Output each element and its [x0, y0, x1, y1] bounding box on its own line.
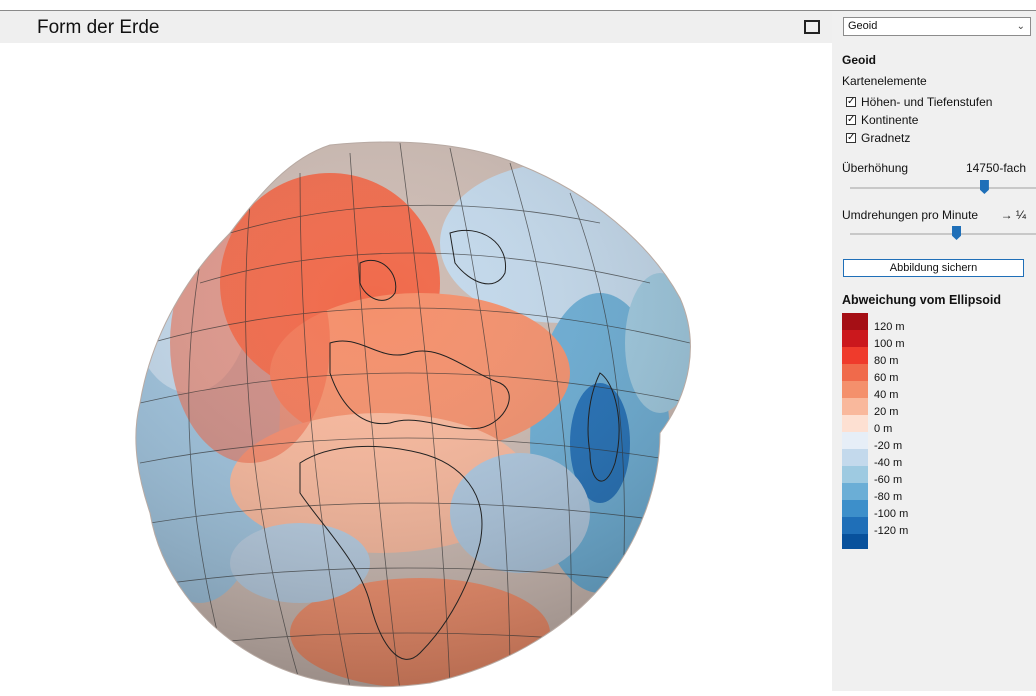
- legend-swatch: [842, 500, 868, 517]
- legend-row: -100 m: [842, 500, 908, 520]
- map-select-value: Geoid: [848, 20, 878, 32]
- legend-label: -60 m: [874, 474, 903, 486]
- exaggeration-value: 14750-fach: [965, 161, 1026, 175]
- legend-label: 60 m: [874, 372, 899, 384]
- legend-label: 100 m: [874, 338, 905, 350]
- legend-label: -120 m: [874, 525, 909, 537]
- legend-row: 100 m: [842, 330, 905, 350]
- control-panel: Geoid ⌄ Geoid Kartenelemente ✓ Höhen- un…: [832, 10, 1036, 691]
- checkbox-label: Gradnetz: [861, 131, 911, 145]
- checkbox-relief[interactable]: ✓ Höhen- und Tiefenstufen: [846, 94, 992, 110]
- legend-label: -80 m: [874, 491, 903, 503]
- legend-swatch: [842, 381, 868, 398]
- legend-swatch: [842, 415, 868, 432]
- title-bar: Form der Erde: [0, 10, 832, 43]
- app-title: Form der Erde: [37, 17, 160, 38]
- legend-row: -40 m: [842, 449, 902, 469]
- exaggeration-slider-handle[interactable]: [979, 180, 989, 194]
- legend-label: -20 m: [874, 440, 903, 452]
- rotation-value: → ¼: [1000, 208, 1026, 222]
- checkbox-continents[interactable]: ✓ Kontinente: [846, 112, 918, 128]
- rotation-label: Umdrehungen pro Minute: [842, 208, 979, 222]
- legend-swatch: [842, 347, 868, 364]
- legend-label: 20 m: [874, 406, 899, 418]
- legend-label: 0 m: [874, 423, 893, 435]
- legend-swatch: [842, 398, 868, 415]
- save-image-button[interactable]: Abbildung sichern: [843, 259, 1024, 277]
- legend-swatch: [842, 517, 868, 534]
- rotation-slider-handle[interactable]: [952, 226, 962, 240]
- legend-row: 120 m: [842, 313, 905, 333]
- exaggeration-label: Überhöhung: [842, 161, 909, 175]
- panel-heading: Geoid: [842, 53, 877, 67]
- legend-swatch: [842, 432, 868, 449]
- legend-label: -40 m: [874, 457, 903, 469]
- legend-row: -60 m: [842, 466, 902, 486]
- legend-row: 20 m: [842, 398, 898, 418]
- legend-row: 0 m: [842, 415, 892, 435]
- globe-viewport[interactable]: [0, 43, 832, 691]
- legend-label: 40 m: [874, 389, 899, 401]
- chevron-down-icon: ⌄: [1016, 21, 1025, 32]
- legend-row: 40 m: [842, 381, 898, 401]
- legend-swatch: [842, 534, 868, 549]
- checkbox-label: Kontinente: [861, 113, 919, 127]
- legend-row: -120 m: [842, 517, 908, 537]
- checkbox-icon[interactable]: ✓: [846, 96, 856, 107]
- legend-label: -100 m: [874, 508, 909, 520]
- legend-swatch: [842, 330, 868, 347]
- legend-row: -20 m: [842, 432, 902, 452]
- legend-swatch: [842, 313, 868, 330]
- layers-label: Kartenelemente: [842, 74, 927, 88]
- legend-swatch: [842, 364, 868, 381]
- legend-row: 60 m: [842, 364, 898, 384]
- legend-swatch: [842, 483, 868, 500]
- rotation-track[interactable]: [850, 233, 1036, 235]
- legend-label: 80 m: [874, 355, 899, 367]
- legend-swatch: [842, 449, 868, 466]
- exaggeration-track[interactable]: [850, 187, 1036, 189]
- geoid-globe[interactable]: [0, 43, 832, 691]
- map-select[interactable]: Geoid ⌄: [843, 17, 1031, 36]
- legend-title: Abweichung vom Ellipsoid: [842, 293, 1002, 307]
- color-legend: 120 m 100 m 80 m 60 m 40 m 20 m 0 m -20 m -40 m -…: [842, 313, 908, 549]
- legend-row: 80 m: [842, 347, 898, 367]
- legend-row: -80 m: [842, 483, 902, 503]
- fullscreen-icon[interactable]: [800, 17, 824, 37]
- legend-label: 120 m: [874, 321, 905, 333]
- checkbox-icon[interactable]: ✓: [846, 114, 856, 125]
- checkbox-icon[interactable]: ✓: [846, 132, 856, 143]
- checkbox-label: Höhen- und Tiefenstufen: [861, 95, 993, 109]
- legend-swatch: [842, 466, 868, 483]
- checkbox-graticule[interactable]: ✓ Gradnetz: [846, 130, 910, 146]
